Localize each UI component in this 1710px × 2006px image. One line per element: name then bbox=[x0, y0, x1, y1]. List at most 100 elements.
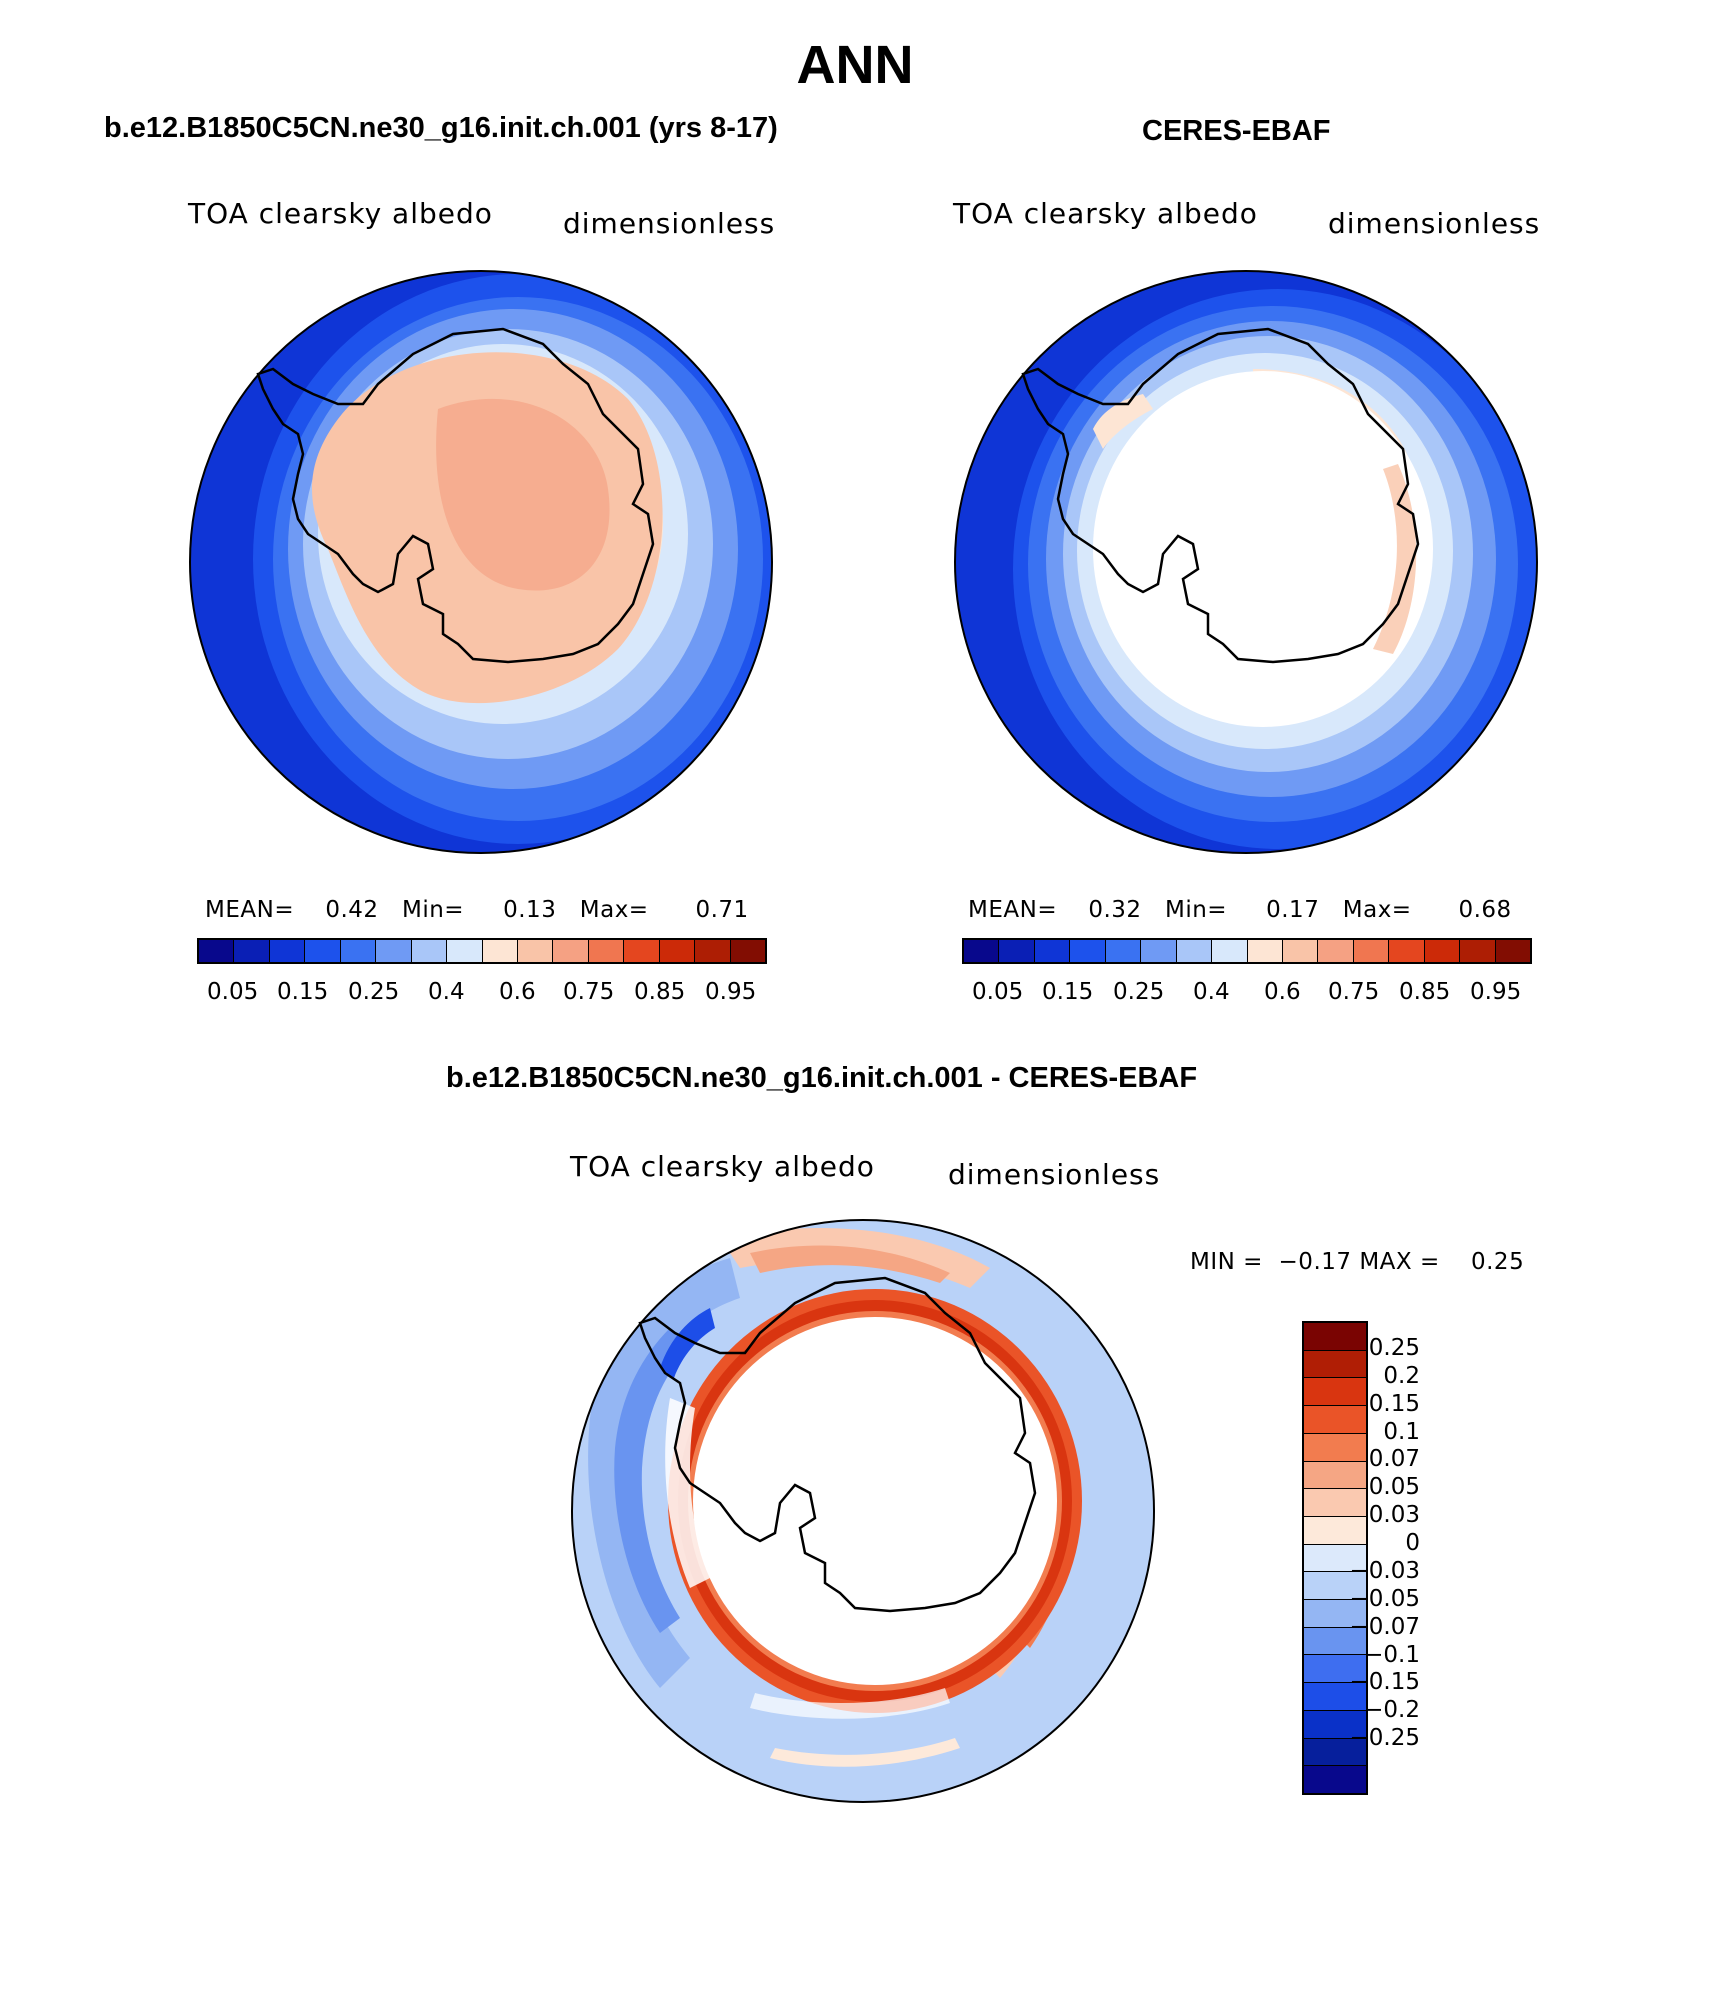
panel-2-stats: MEAN= 0.32 Min= 0.17 Max= 0.68 bbox=[968, 897, 1512, 923]
colorbar-swatch bbox=[199, 940, 235, 962]
colorbar-swatch bbox=[1304, 1683, 1366, 1711]
panel-2-colorbar bbox=[962, 938, 1532, 964]
colorbar-swatch bbox=[376, 940, 412, 962]
tick-label: 0.6 bbox=[1264, 979, 1301, 1005]
colorbar-level-label: −0.05 bbox=[1349, 1585, 1420, 1612]
panel-3-colorbar bbox=[1302, 1321, 1368, 1795]
colorbar-swatch bbox=[1389, 940, 1425, 962]
colorbar-swatch bbox=[1495, 940, 1530, 962]
colorbar-swatch bbox=[730, 940, 765, 962]
panel-1-colorbar-ticks: 0.05 0.15 0.25 0.4 0.6 0.75 0.85 0.95 bbox=[197, 979, 767, 1007]
colorbar-swatch bbox=[1304, 1461, 1366, 1490]
panel-2-variable-label: TOA clearsky albedo bbox=[953, 197, 1258, 230]
panel-3-polar-map bbox=[571, 1219, 1155, 1803]
colorbar-swatch bbox=[1304, 1544, 1366, 1573]
tick-label: 0.85 bbox=[634, 979, 686, 1005]
tick-label: 0.75 bbox=[563, 979, 615, 1005]
tick-label: 0.85 bbox=[1399, 979, 1451, 1005]
colorbar-swatch bbox=[1282, 940, 1319, 962]
colorbar-swatch bbox=[659, 940, 696, 962]
colorbar-swatch bbox=[624, 940, 660, 962]
colorbar-level-label: 0.2 bbox=[1383, 1362, 1420, 1389]
colorbar-level-label: −0.03 bbox=[1349, 1557, 1420, 1584]
colorbar-swatch bbox=[1424, 940, 1461, 962]
panel-3-coastline bbox=[638, 1276, 1037, 1613]
colorbar-swatch bbox=[695, 940, 731, 962]
colorbar-swatch bbox=[1304, 1516, 1366, 1545]
colorbar-swatch bbox=[1304, 1738, 1366, 1767]
colorbar-swatch bbox=[234, 940, 270, 962]
panel-1-title: b.e12.B1850C5CN.ne30_g16.init.ch.001 (yr… bbox=[104, 112, 778, 144]
panel-1-colorbar bbox=[197, 938, 767, 964]
colorbar-level-label: −0.07 bbox=[1349, 1613, 1420, 1640]
colorbar-swatch bbox=[1304, 1655, 1366, 1684]
colorbar-swatch bbox=[269, 940, 306, 962]
colorbar-level-label: 0 bbox=[1405, 1530, 1420, 1557]
colorbar-swatch bbox=[340, 940, 377, 962]
tick-label: 0.05 bbox=[207, 979, 259, 1005]
tick-label: 0.95 bbox=[1470, 979, 1522, 1005]
tick-label: 0.05 bbox=[972, 979, 1024, 1005]
colorbar-swatch bbox=[482, 940, 518, 962]
colorbar-level-label: 0.07 bbox=[1368, 1446, 1420, 1473]
colorbar-level-label: 0.25 bbox=[1368, 1334, 1420, 1361]
tick-label: 0.6 bbox=[499, 979, 536, 1005]
tick-label: 0.15 bbox=[1042, 979, 1094, 1005]
panel-1-polar-map bbox=[189, 270, 773, 854]
panel-1-units-label: dimensionless bbox=[563, 207, 776, 240]
colorbar-swatch bbox=[517, 940, 554, 962]
tick-label: 0.25 bbox=[1113, 979, 1165, 1005]
colorbar-swatch bbox=[1353, 940, 1390, 962]
colorbar-swatch bbox=[1304, 1350, 1366, 1379]
colorbar-swatch bbox=[1304, 1489, 1366, 1517]
colorbar-swatch bbox=[1460, 940, 1496, 962]
colorbar-swatch bbox=[1304, 1378, 1366, 1407]
colorbar-swatch bbox=[1304, 1600, 1366, 1628]
colorbar-swatch bbox=[1304, 1433, 1366, 1462]
colorbar-level-label: −0.15 bbox=[1349, 1669, 1420, 1696]
panel-3-colorbar-labels: 0.25 0.2 0.15 0.1 0.07 0.05 0.03 0 −0.03 −0.05 −0.… bbox=[1290, 1321, 1430, 1795]
colorbar-swatch bbox=[553, 940, 589, 962]
colorbar-level-label: 0.03 bbox=[1368, 1502, 1420, 1529]
panel-2-title: CERES-EBAF bbox=[1142, 115, 1331, 147]
tick-label: 0.25 bbox=[348, 979, 400, 1005]
colorbar-swatch bbox=[999, 940, 1035, 962]
colorbar-swatch bbox=[1304, 1766, 1366, 1793]
tick-label: 0.15 bbox=[277, 979, 329, 1005]
colorbar-swatch bbox=[1070, 940, 1106, 962]
panel-2-colorbar-ticks: 0.05 0.15 0.25 0.4 0.6 0.75 0.85 0.95 bbox=[962, 979, 1532, 1007]
colorbar-swatch bbox=[964, 940, 1000, 962]
tick-label: 0.4 bbox=[1193, 979, 1230, 1005]
figure-title: ANN bbox=[796, 35, 914, 95]
colorbar-swatch bbox=[305, 940, 341, 962]
colorbar-swatch bbox=[1304, 1406, 1366, 1434]
colorbar-swatch bbox=[1141, 940, 1177, 962]
colorbar-swatch bbox=[1304, 1323, 1366, 1351]
colorbar-level-label: −0.2 bbox=[1364, 1697, 1420, 1724]
colorbar-swatch bbox=[1247, 940, 1283, 962]
panel-3-units-label: dimensionless bbox=[948, 1158, 1161, 1191]
colorbar-level-label: −0.1 bbox=[1364, 1641, 1420, 1668]
colorbar-level-label: 0.05 bbox=[1368, 1474, 1420, 1501]
colorbar-swatch bbox=[1176, 940, 1213, 962]
panel-2-polar-map bbox=[954, 270, 1538, 854]
panel-3-stats: MIN = −0.17 MAX = 0.25 bbox=[1190, 1249, 1525, 1275]
panel-1-coastline bbox=[256, 327, 655, 664]
tick-label: 0.4 bbox=[428, 979, 465, 1005]
panel-2-coastline bbox=[1021, 327, 1420, 664]
colorbar-level-label: 0.1 bbox=[1383, 1418, 1420, 1445]
panel-3-title: b.e12.B1850C5CN.ne30_g16.init.ch.001 - C… bbox=[446, 1062, 1198, 1094]
colorbar-swatch bbox=[1105, 940, 1142, 962]
tick-label: 0.75 bbox=[1328, 979, 1380, 1005]
colorbar-swatch bbox=[1304, 1710, 1366, 1739]
tick-label: 0.95 bbox=[705, 979, 757, 1005]
panel-3-variable-label: TOA clearsky albedo bbox=[570, 1150, 875, 1183]
colorbar-swatch bbox=[1034, 940, 1071, 962]
colorbar-level-label: −0.25 bbox=[1349, 1725, 1420, 1752]
colorbar-swatch bbox=[1212, 940, 1248, 962]
colorbar-swatch bbox=[1318, 940, 1354, 962]
panel-1-stats: MEAN= 0.42 Min= 0.13 Max= 0.71 bbox=[205, 897, 749, 923]
colorbar-swatch bbox=[588, 940, 625, 962]
panel-1-variable-label: TOA clearsky albedo bbox=[188, 197, 493, 230]
panel-2-units-label: dimensionless bbox=[1328, 207, 1541, 240]
